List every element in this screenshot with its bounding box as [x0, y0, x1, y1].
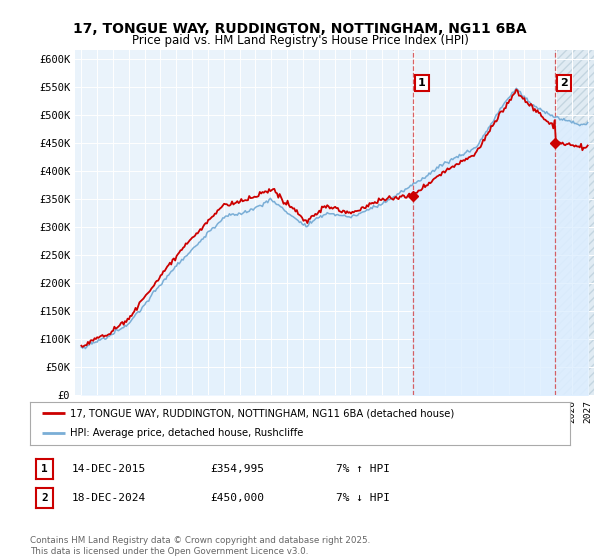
Text: 17, TONGUE WAY, RUDDINGTON, NOTTINGHAM, NG11 6BA: 17, TONGUE WAY, RUDDINGTON, NOTTINGHAM, …	[73, 22, 527, 36]
Text: 14-DEC-2015: 14-DEC-2015	[72, 464, 146, 474]
Text: £354,995: £354,995	[210, 464, 264, 474]
Text: Contains HM Land Registry data © Crown copyright and database right 2025.
This d: Contains HM Land Registry data © Crown c…	[30, 536, 370, 556]
Text: 7% ↓ HPI: 7% ↓ HPI	[336, 493, 390, 503]
Text: HPI: Average price, detached house, Rushcliffe: HPI: Average price, detached house, Rush…	[71, 428, 304, 438]
Text: 17, TONGUE WAY, RUDDINGTON, NOTTINGHAM, NG11 6BA (detached house): 17, TONGUE WAY, RUDDINGTON, NOTTINGHAM, …	[71, 408, 455, 418]
Text: 7% ↑ HPI: 7% ↑ HPI	[336, 464, 390, 474]
Text: 1: 1	[418, 78, 425, 88]
Text: 2: 2	[41, 493, 48, 503]
Text: 18-DEC-2024: 18-DEC-2024	[72, 493, 146, 503]
Text: 1: 1	[41, 464, 48, 474]
Text: £450,000: £450,000	[210, 493, 264, 503]
Bar	[556, 50, 594, 395]
Text: Price paid vs. HM Land Registry's House Price Index (HPI): Price paid vs. HM Land Registry's House …	[131, 34, 469, 46]
Text: 2: 2	[560, 78, 568, 88]
